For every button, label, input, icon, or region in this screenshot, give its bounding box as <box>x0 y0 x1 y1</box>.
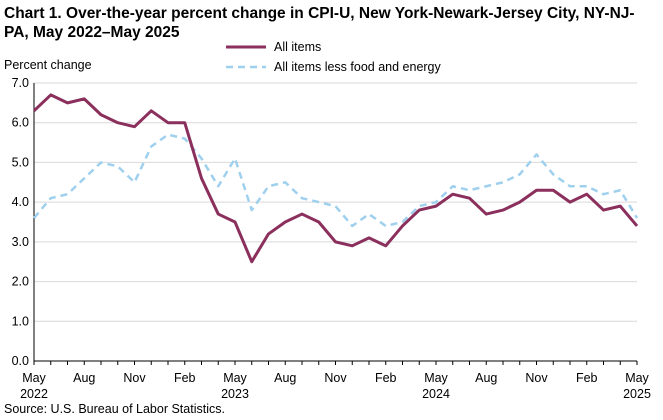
y-tick-label: 1.0 <box>12 314 29 328</box>
x-tick-month: Nov <box>525 371 548 385</box>
legend: All items All items less food and energy <box>226 40 442 74</box>
x-tick-month: Nov <box>123 371 146 385</box>
source-note: Source: U.S. Bureau of Labor Statistics. <box>4 402 225 416</box>
x-tick-month: May <box>625 371 649 385</box>
x-tick-month: May <box>223 371 247 385</box>
x-tick-month: Feb <box>375 371 397 385</box>
gridlines <box>33 82 638 365</box>
legend-label: All items <box>274 40 321 54</box>
y-tick-label: 4.0 <box>12 195 29 209</box>
y-tick-label: 0.0 <box>12 354 29 368</box>
x-tick-year: 2024 <box>422 387 450 401</box>
x-tick-year: 2022 <box>20 387 48 401</box>
chart-title: Chart 1. Over-the-year percent change in… <box>4 5 635 41</box>
x-tick-year: 2023 <box>221 387 249 401</box>
x-tick-labels: May 2022 Aug Nov Feb May 2023 Aug Nov Feb May 2024 A… <box>20 371 651 401</box>
y-tick-label: 5.0 <box>12 155 29 169</box>
x-tick-month: Aug <box>475 371 497 385</box>
y-tick-label: 3.0 <box>12 235 29 249</box>
x-tick-year: 2025 <box>623 387 651 401</box>
x-tick-month: Aug <box>73 371 95 385</box>
x-tick-month: Aug <box>274 371 296 385</box>
x-tick-month: Feb <box>576 371 598 385</box>
y-axis-label: Percent change <box>4 58 92 72</box>
x-tick-month: May <box>22 371 46 385</box>
y-tick-label: 2.0 <box>12 275 29 289</box>
y-tick-label: 6.0 <box>12 116 29 130</box>
legend-label: All items less food and energy <box>274 60 442 74</box>
y-tick-label: 7.0 <box>12 76 29 90</box>
series-line-core <box>33 133 639 228</box>
x-tick-month: Nov <box>324 371 347 385</box>
x-tick-month: Feb <box>174 371 196 385</box>
series-lines <box>32 93 639 264</box>
x-tick-month: May <box>424 371 448 385</box>
y-tick-labels: 0.0 1.0 2.0 3.0 4.0 5.0 6.0 7.0 <box>12 76 29 368</box>
series-line-all-items <box>32 93 639 264</box>
